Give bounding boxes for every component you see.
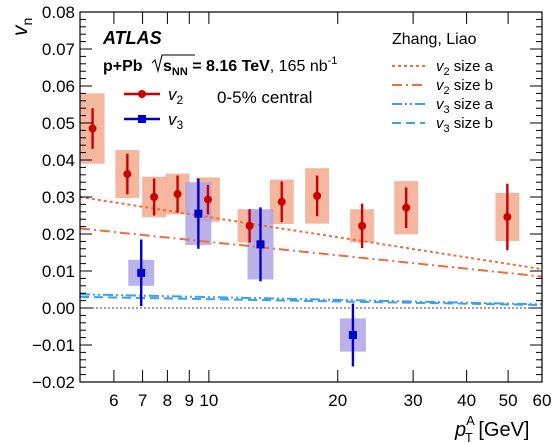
- y-tick-label: 0.02: [42, 225, 75, 244]
- sqrt-s-sub: NN: [172, 66, 188, 78]
- point-v2-7: [277, 197, 286, 206]
- collision-label: p+Pb: [103, 58, 143, 75]
- x-tick-label: 30: [404, 391, 423, 410]
- collision-energy: = 8.16 TeV: [188, 58, 270, 75]
- point-v3-1: [137, 268, 146, 277]
- x-axis-label-unit: [GeV]: [473, 419, 530, 441]
- legend-v2-label: v2: [168, 85, 184, 107]
- theory-curve-4: [79, 295, 543, 307]
- theory-legend-label-2: v2 size b: [436, 77, 493, 97]
- systematic-boxes: [80, 93, 520, 352]
- y-tick-label: 0.03: [42, 188, 75, 207]
- y-tick-label: 0.07: [42, 40, 75, 59]
- collision-system: p+Pb: [103, 58, 143, 75]
- legend-v3-main: v: [168, 110, 178, 129]
- point-v2-2: [123, 170, 132, 179]
- centrality-label: 0-5% central: [217, 88, 312, 107]
- y-tick-label: 0.01: [42, 262, 75, 281]
- collision-lumi: , 165 nb: [270, 58, 328, 75]
- theory-legend-text: size a: [450, 58, 494, 75]
- x-tick-label: 40: [457, 391, 476, 410]
- theory-curve-2: [79, 227, 543, 278]
- point-v3-4: [348, 331, 357, 340]
- y-tick-label: 0.08: [42, 3, 75, 22]
- legend-v3-label: v3: [168, 110, 184, 132]
- y-tick-label: 0.04: [42, 151, 75, 170]
- legend-v2: v2: [124, 85, 184, 107]
- x-tick-label: 9: [185, 391, 194, 410]
- point-v2-10: [402, 203, 411, 212]
- x-tick-label: 8: [163, 391, 172, 410]
- atlas-label: ATLAS: [102, 28, 162, 48]
- theory-legend-label-4: v3 size b: [436, 115, 493, 135]
- point-v3-3: [256, 240, 265, 249]
- point-v2-1: [88, 124, 97, 133]
- theory-legend-prefix: v: [436, 96, 445, 113]
- sqrt-symbol: [151, 54, 195, 74]
- x-axis-label-sub: T: [465, 430, 473, 444]
- theory-legend: Zhang, Liao v2 size av2 size bv3 size av…: [392, 31, 494, 135]
- theory-legend-label-3: v3 size a: [436, 96, 494, 116]
- y-axis-label-main: v: [9, 24, 32, 36]
- theory-legend-sub: 3: [444, 104, 450, 116]
- x-tick-label: 60: [533, 391, 552, 410]
- theory-curve-3: [79, 293, 543, 306]
- x-tick-label: 50: [499, 391, 518, 410]
- x-tick-label: 6: [109, 391, 118, 410]
- data-points: [88, 108, 512, 367]
- theory-curves: [79, 196, 543, 307]
- point-v2-8: [313, 191, 322, 200]
- collision-energy-label: sNN = 8.16 TeV, 165 nb-1: [163, 55, 337, 78]
- y-tick-label: −0.01: [32, 336, 75, 355]
- y-tick-label: 0.00: [42, 299, 75, 318]
- theory-legend-sub: 2: [444, 85, 450, 97]
- x-axis-label: pA T [GeV]: [454, 413, 530, 444]
- theory-legend-text: size b: [450, 77, 493, 94]
- point-v2-11: [503, 212, 512, 221]
- y-axis-label-sub: n: [19, 18, 35, 26]
- point-v2-3: [150, 193, 159, 201]
- point-v2-5: [203, 195, 212, 204]
- collision-lumi-sup: -1: [328, 55, 338, 67]
- point-v2-9: [358, 221, 367, 230]
- data-legend: v2 v3: [124, 85, 184, 132]
- y-axis-label: vn: [9, 18, 35, 36]
- y-tick-label: −0.02: [32, 373, 75, 392]
- point-v3-2: [194, 209, 203, 218]
- x-axis-label-p: p: [454, 419, 466, 441]
- theory-legend-title: Zhang, Liao: [392, 31, 477, 48]
- theory-legend-sub: 2: [444, 66, 450, 78]
- theory-legend-label-1: v2 size a: [436, 58, 494, 78]
- sqrt-s: s: [163, 58, 172, 75]
- x-axis-label-sup: A: [466, 413, 475, 428]
- point-v2-4: [173, 190, 182, 199]
- theory-legend-prefix: v: [436, 58, 445, 75]
- theory-legend-text: size b: [450, 115, 493, 132]
- legend-v3-sub: 3: [177, 118, 184, 132]
- theory-legend-text: size a: [450, 96, 494, 113]
- legend-v2-main: v: [168, 85, 178, 104]
- theory-legend-sub: 3: [444, 123, 450, 135]
- x-tick-label: 10: [199, 391, 218, 410]
- y-tick-label: 0.06: [42, 77, 75, 96]
- x-tick-label: 20: [328, 391, 347, 410]
- theory-legend-items: v2 size av2 size bv3 size av3 size b: [392, 58, 494, 135]
- theory-legend-prefix: v: [436, 77, 445, 94]
- point-v2-6: [245, 221, 254, 230]
- legend-v3: v3: [124, 110, 184, 132]
- theory-legend-prefix: v: [436, 115, 445, 132]
- x-tick-label: 7: [138, 391, 147, 410]
- legend-v2-sub: 2: [177, 93, 184, 107]
- axes: −0.02 −0.01 0.00 0.01 0.02 0.03 0.04 0.05 0.06 0.…: [32, 3, 551, 410]
- y-tick-label: 0.05: [42, 114, 75, 133]
